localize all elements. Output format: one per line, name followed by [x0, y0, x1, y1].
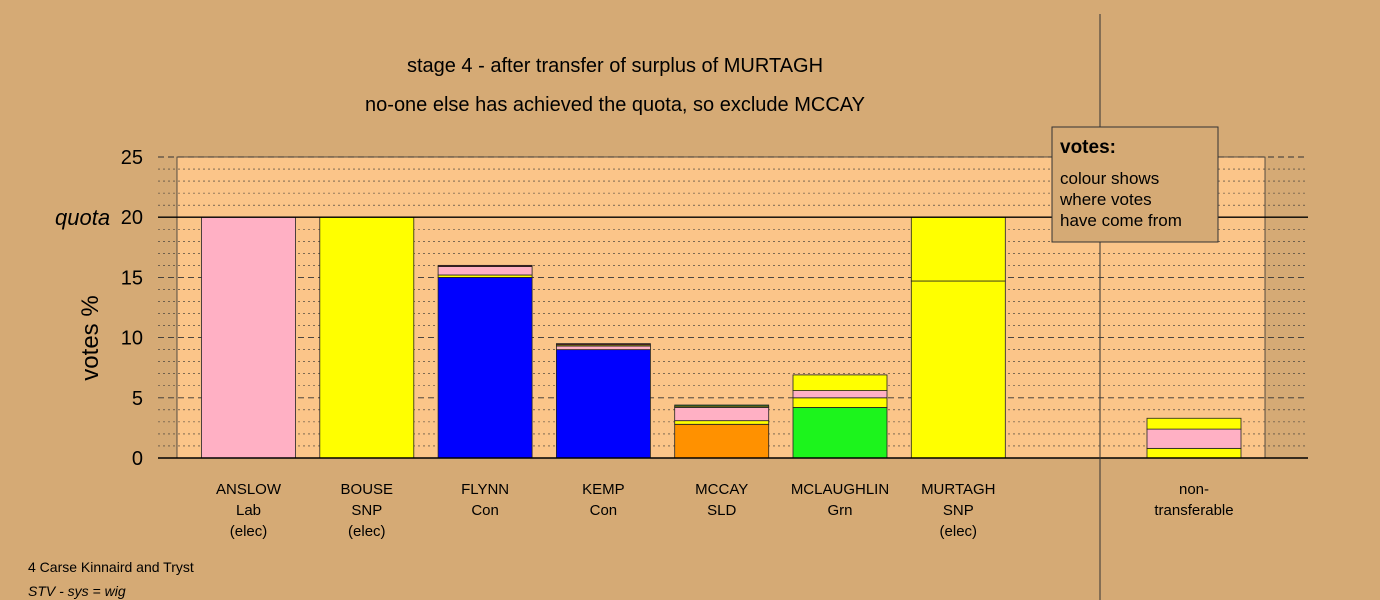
legend-line-2: where votes — [1059, 190, 1152, 209]
bar-segment-1-0 — [319, 216, 415, 459]
bar-segment-2-0 — [437, 276, 533, 459]
candidate-label-0-0: ANSLOW — [216, 481, 282, 498]
y-tick-5: 5 — [132, 388, 143, 410]
bar-segment-3-0 — [556, 349, 651, 459]
bar-segment-5-0 — [792, 407, 888, 459]
legend-frame — [1051, 126, 1219, 243]
chart-subtitle: no-one else has achieved the quota, so e… — [365, 94, 865, 116]
y-axis-label: votes % — [77, 295, 104, 380]
legend-box: votes: colour shows where votes have com… — [1051, 126, 1219, 243]
bar-segment-3-1 — [556, 345, 651, 351]
candidate-label-6-2: (elec) — [940, 523, 978, 540]
candidate-label-1-0: BOUSE — [341, 481, 394, 498]
candidate-label-3-0: KEMP — [582, 481, 625, 498]
candidate-labels: ANSLOW Lab (elec) BOUSE SNP (elec) FLYNN Con KEM… — [216, 481, 1234, 540]
y-tick-20: 20 — [121, 207, 143, 229]
candidate-label-6-1: SNP — [943, 502, 974, 519]
chart-title: stage 4 - after transfer of surplus of M… — [407, 55, 823, 77]
bar-segment-4-4 — [674, 404, 770, 407]
candidate-label-4-1: SLD — [707, 502, 736, 519]
candidate-label-7-1: transferable — [1154, 502, 1233, 519]
y-tick-labels: 0 5 10 15 20 25 — [121, 147, 143, 470]
bars — [201, 216, 1242, 459]
candidate-label-5-0: MCLAUGHLIN — [791, 481, 889, 498]
bar-segment-6-1 — [910, 216, 1006, 282]
bar-segment-4-1 — [674, 420, 770, 425]
quota-label: quota — [55, 205, 110, 230]
bar-segment-0-0 — [201, 216, 296, 459]
y-tick-15: 15 — [121, 267, 143, 289]
bar-segment-5-2 — [792, 390, 888, 399]
candidate-label-2-1: Con — [471, 502, 499, 519]
candidate-label-4-0: MCCAY — [695, 481, 748, 498]
candidate-label-1-1: SNP — [351, 502, 382, 519]
bar-segment-7-2 — [1146, 417, 1242, 430]
legend-line-1: colour shows — [1060, 169, 1159, 188]
legend-title: votes: — [1060, 137, 1116, 158]
bar-segment-5-1 — [792, 397, 888, 408]
y-tick-10: 10 — [121, 328, 143, 350]
bar-segment-6-0 — [910, 280, 1006, 459]
candidate-label-6-0: MURTAGH — [921, 481, 995, 498]
bar-segment-4-2 — [674, 407, 770, 422]
y-tick-0: 0 — [132, 448, 143, 470]
candidate-label-3-1: Con — [590, 502, 618, 519]
bar-segment-4-0 — [674, 423, 770, 459]
bar-segment-7-0 — [1146, 447, 1242, 459]
bar-segment-3-3 — [556, 343, 651, 346]
candidate-label-0-2: (elec) — [230, 523, 268, 540]
candidate-label-1-2: (elec) — [348, 523, 386, 540]
bar-segment-2-2 — [437, 266, 533, 276]
candidate-label-2-0: FLYNN — [461, 481, 509, 498]
bar-segment-2-3 — [437, 264, 533, 267]
ward-name: 4 Carse Kinnaird and Tryst — [28, 559, 194, 575]
bar-segment-7-1 — [1146, 428, 1242, 449]
bar-segment-5-3 — [792, 374, 888, 391]
legend-line-3: have come from — [1060, 211, 1182, 230]
y-tick-25: 25 — [121, 147, 143, 169]
candidate-label-5-1: Grn — [827, 502, 852, 519]
system-label: STV - sys = wig — [28, 583, 126, 599]
candidate-label-7-0: non- — [1179, 481, 1209, 498]
candidate-label-0-1: Lab — [236, 502, 261, 519]
